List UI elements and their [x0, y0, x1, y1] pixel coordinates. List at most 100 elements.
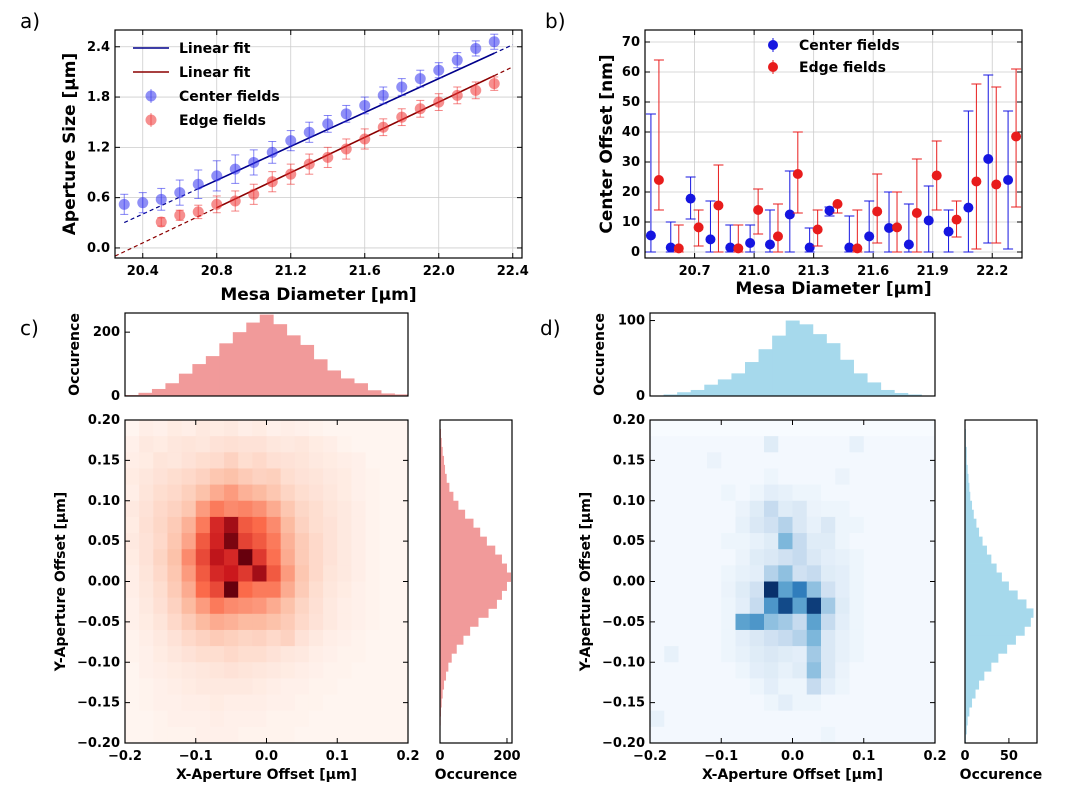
panel-c-hist-right-xtick-label: 200: [493, 749, 520, 764]
panel-d-heat-cell: [721, 581, 736, 599]
panel-d-heat-cell: [721, 597, 736, 615]
panel-d-hist-right-bar: [965, 554, 992, 564]
panel-d-heat-cell: [735, 662, 751, 679]
panel-d-heat-cell: [863, 726, 879, 744]
panel-c-heat-cell: [280, 613, 296, 631]
panel-d-heat-cell: [735, 549, 751, 566]
panel-d-heat-cell: [707, 484, 722, 502]
panel-d-heat-cell: [920, 549, 936, 566]
panel-c-heat-cell: [337, 420, 352, 437]
panel-c-hist-top-ytick-label: 0: [111, 389, 120, 404]
panel-c-heat-cell: [224, 484, 239, 502]
panel-c-xlabel: X-Aperture Offset [μm]: [176, 767, 357, 783]
panel-c-heat-cell: [139, 694, 154, 712]
panel-d-heat-cell: [678, 565, 694, 582]
panel-c-heat-cell: [280, 549, 296, 566]
panel-c-heat-cell: [195, 436, 211, 453]
panel-c-heat-cell: [365, 436, 381, 453]
panel-a-point-edge: [211, 198, 223, 210]
panel-c-heat-cell: [393, 581, 409, 599]
panel-d-heat-cell: [878, 646, 893, 663]
panel-c-hist-top-bar: [300, 344, 315, 396]
panel-d-heat-cell: [792, 597, 808, 615]
panel-c-hist-top-bar: [232, 332, 247, 396]
panel-d-heat-cell: [778, 565, 793, 582]
panel-a-xtick-label: 20.8: [201, 264, 233, 279]
panel-d-heat-cell: [806, 662, 822, 679]
panel-c-heat-cell: [308, 710, 324, 728]
panel-d-heat-cell: [735, 613, 751, 631]
panel-d-heat-cell: [849, 629, 865, 647]
panel-c-heat-cell: [167, 710, 183, 728]
panel-d-heat-cell: [821, 710, 836, 728]
panel-c-hist-right-xtick-label: 0: [435, 749, 444, 764]
panel-c-heat-cell: [139, 500, 154, 518]
panel-a-fit-line-1: [216, 74, 495, 209]
panel-c-heat-cell: [167, 484, 183, 502]
panel-d-heat-cell: [849, 500, 865, 518]
panel-c-heat-cell: [323, 516, 338, 534]
panel-d-heat-cell: [721, 516, 736, 534]
panel-d-heat-cell: [849, 484, 865, 502]
panel-c-heat-cell: [365, 420, 381, 437]
panel-d-heat-cell: [721, 484, 736, 502]
panel-b-point-center: [745, 238, 756, 248]
panel-c-heat-cell: [238, 436, 253, 453]
panel-c-heat-cell: [153, 565, 168, 582]
panel-b-point-center: [824, 205, 835, 216]
panel-b-xlabel: Mesa Diameter [μm]: [735, 279, 931, 299]
panel-c-heat-cell: [337, 533, 352, 550]
panel-c-heat-cell: [266, 726, 282, 744]
panel-d-heat-cell: [778, 500, 793, 518]
panel-d-heat-cell: [906, 500, 922, 518]
panel-d-heat-cell: [792, 516, 808, 534]
panel-c-heat-cell: [181, 726, 197, 744]
panel-d-heat-cell: [863, 484, 879, 502]
panel-d-heat-cell: [678, 533, 694, 550]
panel-d-heat-cell: [906, 420, 922, 437]
panel-b-point-center: [923, 215, 934, 226]
panel-c-heat-cell: [224, 694, 239, 712]
panel-c-hist-top-ytick-label: 200: [93, 325, 120, 340]
panel-d-heat-cell: [707, 420, 722, 437]
panel-d-heat-cell: [664, 420, 679, 437]
panel-d-heat-cell: [835, 549, 850, 566]
panel-d-heat-cell: [749, 500, 765, 518]
panel-d-heat-cell: [878, 581, 893, 599]
panel-d-heat-cell: [906, 710, 922, 728]
panel-d-heat-cell: [721, 420, 736, 437]
panel-c-heat-cell: [379, 726, 395, 744]
panel-c-heat-cell: [280, 662, 296, 679]
panel-c-heat-cell: [393, 500, 409, 518]
panel-c-heat-cell: [294, 452, 310, 469]
panel-d-heat-cell: [664, 646, 679, 663]
panel-a-point-edge: [340, 143, 352, 155]
panel-c-heat-cell: [393, 484, 409, 502]
panel-c-heat-cell: [224, 710, 239, 728]
panel-c-heat-cell: [167, 533, 183, 550]
panel-d-heat-cell: [692, 613, 708, 631]
panel-c-heat-cell: [294, 420, 310, 437]
panel-c-hist-right-bar: [440, 653, 452, 663]
panel-d-heat-cell: [920, 597, 936, 615]
panel-c-heat-cell: [125, 549, 140, 566]
panel-c-heat-cell: [294, 484, 310, 502]
panel-d-heat-cell: [678, 516, 694, 534]
panel-a-ytick-label: 0.6: [87, 191, 110, 206]
panel-c-heat-cell: [323, 484, 338, 502]
panel-d-heat-cell: [664, 452, 679, 469]
panel-c-heat-cell: [266, 436, 282, 453]
panel-c-heat-cell: [167, 500, 183, 518]
panel-d-heat-cell: [878, 662, 893, 679]
panel-d-heat-cell: [735, 597, 751, 615]
panel-c-heat-cell: [125, 420, 140, 437]
panel-c-heat-cell: [308, 452, 324, 469]
panel-c-hist-right-bar: [440, 626, 471, 636]
panel-d-heat-cell: [707, 533, 722, 550]
panel-d-heat-cell: [692, 662, 708, 679]
panel-c-heat-cell: [181, 420, 197, 437]
panel-c-heat-cell: [139, 420, 154, 437]
panel-d-heat-cell: [863, 613, 879, 631]
panel-d-heat-cell: [749, 662, 765, 679]
panel-d-heat-cell: [678, 420, 694, 437]
